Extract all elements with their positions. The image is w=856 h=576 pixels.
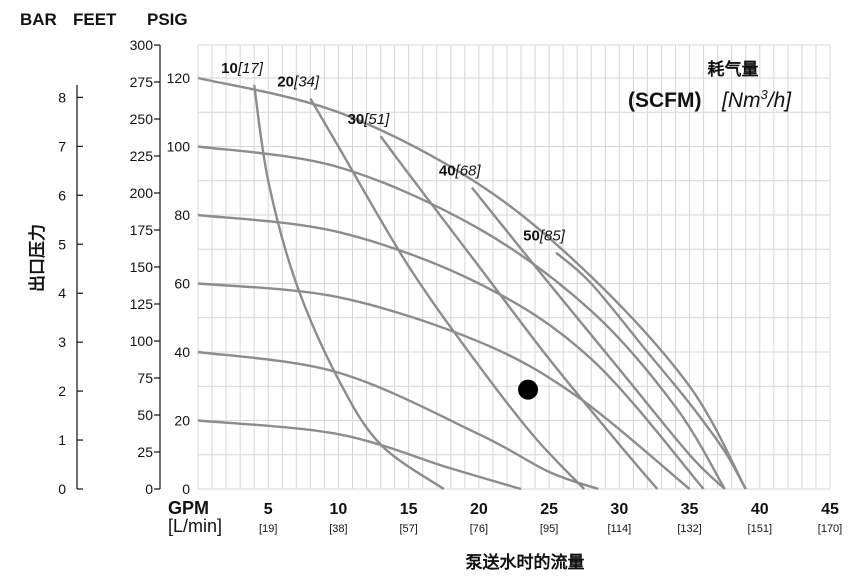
- air-legend-units: (SCFM) [Nm3/h]: [628, 87, 792, 112]
- bar-tick-label: 5: [58, 236, 66, 252]
- air-curve-label-value: 40: [439, 163, 456, 180]
- header-unit-psig: PSIG: [147, 10, 188, 29]
- air-legend-nm3h: [Nm3/h]: [721, 87, 792, 112]
- air-legend-title: 耗气量: [708, 59, 759, 79]
- x-tick-gpm: 25: [540, 501, 558, 518]
- x-tick-lmin: [95]: [540, 523, 558, 535]
- x-tick-lmin: [57]: [399, 523, 417, 535]
- x-tick-lmin: [76]: [470, 523, 488, 535]
- bar-tick-label: 7: [58, 138, 66, 154]
- air-legend-nm3h-part: 3: [761, 87, 769, 102]
- bar-tick-label: 1: [58, 432, 66, 448]
- x-tick-gpm: 20: [470, 501, 488, 518]
- air-curve-label: 30[51]: [348, 111, 391, 128]
- header-unit-feet: FEET: [73, 10, 117, 29]
- feet-tick-label: 200: [130, 185, 154, 201]
- feet-tick-label: 0: [145, 481, 153, 497]
- x-tick-gpm: 5: [264, 501, 273, 518]
- air-consumption-curve: [379, 135, 659, 490]
- air-curve-label: 20[34]: [277, 74, 320, 91]
- feet-tick-label: 175: [130, 222, 154, 238]
- x-tick-lmin: [114]: [608, 523, 632, 535]
- pressure-curve: [197, 76, 747, 490]
- air-consumption-curve: [470, 186, 726, 490]
- psig-tick-label: 20: [174, 413, 190, 429]
- feet-tick-label: 250: [130, 111, 154, 127]
- feet-tick-label: 275: [130, 74, 154, 90]
- bar-tick-label: 4: [58, 285, 66, 301]
- feet-tick-label: 225: [130, 148, 154, 164]
- y-axis-title: 出口压力: [27, 224, 47, 292]
- air-curve-label: 10[17]: [221, 60, 264, 77]
- psig-tick-label: 0: [182, 481, 190, 497]
- bar-tick-label: 3: [58, 334, 66, 350]
- x-tick-lmin: [170]: [818, 523, 842, 535]
- air-legend-scfm: (SCFM): [628, 89, 701, 112]
- pressure-curve: [197, 145, 726, 490]
- air-consumption-curve: [555, 251, 747, 490]
- air-curve-label-value: 10: [221, 60, 238, 77]
- air-curve-label-metric: [17]: [237, 60, 264, 77]
- air-curve-label-value: 30: [348, 111, 365, 128]
- air-curve-label: 40[68]: [439, 163, 482, 180]
- tick-labels: 0123456780255075100125150175200225250275…: [58, 37, 842, 535]
- bar-tick-label: 0: [58, 481, 66, 497]
- operating-point-marker: [518, 379, 539, 400]
- bar-tick-label: 2: [58, 383, 66, 399]
- air-curve-label-value: 50: [523, 228, 540, 245]
- x-tick-gpm: 15: [400, 501, 418, 518]
- x-axis-unit-lmin: [L/min]: [168, 516, 222, 536]
- feet-tick-label: 150: [130, 259, 154, 275]
- bar-tick-label: 8: [58, 89, 66, 105]
- x-tick-lmin: [151]: [748, 523, 772, 535]
- header-unit-bar: BAR: [20, 10, 57, 29]
- psig-tick-label: 80: [174, 207, 190, 223]
- air-curve-label-metric: [68]: [455, 163, 482, 180]
- x-tick-gpm: 30: [610, 501, 628, 518]
- air-legend-nm3h-part: [Nm: [721, 89, 761, 112]
- feet-tick-label: 125: [130, 296, 154, 312]
- feet-tick-label: 25: [137, 444, 153, 460]
- x-tick-gpm: 35: [681, 501, 699, 518]
- axes: [76, 44, 161, 490]
- psig-tick-label: 60: [174, 276, 190, 292]
- air-curve-label-metric: [34]: [293, 74, 320, 91]
- x-axis-unit-gpm: GPM: [168, 498, 209, 518]
- psig-tick-label: 100: [167, 139, 191, 155]
- x-tick-lmin: [132]: [677, 523, 701, 535]
- x-tick-gpm: 10: [330, 501, 348, 518]
- feet-tick-label: 300: [130, 37, 154, 53]
- feet-tick-label: 100: [130, 333, 154, 349]
- air-curve-label: 50[85]: [523, 228, 566, 245]
- feet-tick-label: 75: [137, 370, 153, 386]
- pressure-curve: [197, 282, 691, 490]
- psig-tick-label: 120: [167, 70, 191, 86]
- air-consumption-curve: [309, 97, 586, 490]
- air-curve-label-metric: [51]: [363, 111, 390, 128]
- x-tick-gpm: 40: [751, 501, 769, 518]
- x-tick-lmin: [38]: [329, 523, 347, 535]
- feet-tick-label: 50: [137, 407, 153, 423]
- x-tick-gpm: 45: [821, 501, 839, 518]
- air-curve-label-metric: [85]: [539, 228, 566, 245]
- performance-curves: [197, 76, 747, 491]
- air-consumption-curve: [253, 84, 445, 490]
- pressure-curve: [197, 350, 599, 491]
- x-axis-title: 泵送水时的流量: [466, 552, 585, 572]
- pressure-curve: [197, 213, 705, 490]
- psig-tick-label: 40: [174, 344, 190, 360]
- bar-tick-label: 6: [58, 187, 66, 203]
- x-tick-lmin: [19]: [259, 523, 277, 535]
- air-legend-nm3h-part: /h]: [766, 89, 793, 112]
- air-curve-label-value: 20: [277, 74, 294, 91]
